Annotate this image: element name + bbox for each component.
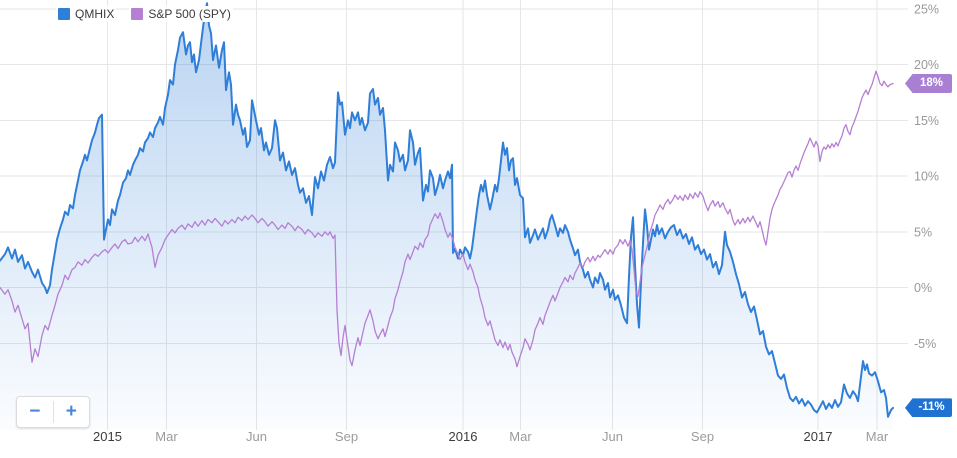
legend-label-sp500: S&P 500 (SPY) <box>148 7 231 21</box>
zoom-out-button[interactable]: − <box>29 401 41 422</box>
zoom-controls: − + <box>16 396 90 428</box>
x-axis-label: Sep <box>335 429 358 444</box>
sp500-last-value-flag: 18% <box>905 74 952 93</box>
qmhix-last-value-flag: -11% <box>905 398 952 418</box>
sp500-swatch-icon <box>131 8 144 20</box>
axis-labels: 25% 20% 15% 10% 5% 0% -5% 2015 Mar Jun Sep 2016 Mar J… <box>93 2 939 444</box>
qmhix-line <box>0 2 894 418</box>
legend-item-sp500[interactable]: S&P 500 (SPY) <box>129 6 233 22</box>
y-axis-label: 10% <box>914 170 939 184</box>
x-axis-label: Jun <box>246 429 267 444</box>
x-axis-label: Sep <box>691 429 714 444</box>
y-axis-label: 20% <box>914 58 939 72</box>
x-axis-label: 2016 <box>449 429 478 444</box>
zoom-in-button[interactable]: + <box>65 401 77 422</box>
y-axis-label: 25% <box>914 2 939 16</box>
legend: QMHIX S&P 500 (SPY) <box>56 6 233 22</box>
x-axis-label: 2015 <box>93 429 122 444</box>
qmhix-swatch-icon <box>58 8 70 20</box>
y-axis-label: -5% <box>914 337 936 351</box>
x-axis-label: 2017 <box>804 429 833 444</box>
x-axis-label: Mar <box>155 429 178 444</box>
legend-item-qmhix[interactable]: QMHIX <box>56 6 117 22</box>
qmhix-area <box>0 3 893 430</box>
x-axis-label: Mar <box>509 429 532 444</box>
series-lines <box>0 2 894 430</box>
y-axis-label: 0% <box>914 281 932 295</box>
legend-label-qmhix: QMHIX <box>75 7 115 21</box>
s-p-500-spy--line <box>0 70 894 368</box>
x-axis-label: Jun <box>602 429 623 444</box>
y-axis-label: 5% <box>914 225 932 239</box>
x-axis-label: Mar <box>866 429 889 444</box>
y-axis-label: 15% <box>914 114 939 128</box>
zoom-divider <box>52 401 54 423</box>
